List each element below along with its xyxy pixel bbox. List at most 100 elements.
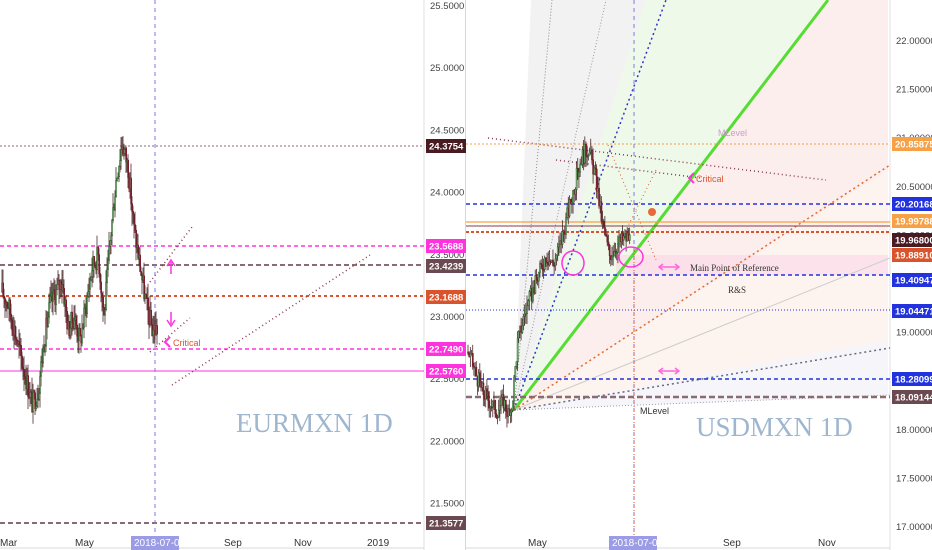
annotation-critical: Critical bbox=[696, 174, 724, 184]
candle bbox=[545, 257, 547, 263]
candle bbox=[38, 392, 41, 401]
highlight-ellipse[interactable] bbox=[618, 246, 644, 268]
candle bbox=[86, 296, 89, 314]
point-marker[interactable] bbox=[648, 208, 656, 216]
price-badge bbox=[426, 342, 466, 356]
candle bbox=[578, 171, 580, 178]
trend-line[interactable] bbox=[607, 144, 657, 261]
candle bbox=[487, 391, 489, 402]
candle bbox=[118, 165, 121, 177]
double-arrow-icon bbox=[657, 367, 681, 375]
annotation-main-point: Main Point of Reference bbox=[690, 263, 779, 273]
candle bbox=[538, 271, 540, 282]
candle bbox=[48, 302, 51, 318]
candle bbox=[499, 405, 501, 411]
price-badge bbox=[892, 233, 932, 247]
y-tick-label: 20.50000 bbox=[896, 182, 932, 193]
candle bbox=[9, 299, 11, 315]
candle bbox=[592, 159, 595, 175]
candle bbox=[535, 275, 538, 281]
candle bbox=[71, 311, 74, 324]
price-axis[interactable]: 25.5000 25.0000 24.5000 24.0000 23.5000 23.00… bbox=[430, 1, 464, 510]
candle bbox=[510, 409, 513, 413]
candle bbox=[496, 416, 499, 419]
candle bbox=[617, 243, 619, 253]
trend-line[interactable] bbox=[171, 254, 371, 386]
candle bbox=[75, 316, 78, 326]
highlight-ellipse[interactable] bbox=[561, 250, 585, 276]
eurmxn-chart-canvas[interactable]: EURMXN 1D Critical 25.5000 25.0000 24.5000… bbox=[0, 0, 466, 550]
trend-line[interactable] bbox=[149, 317, 191, 353]
price-badge bbox=[426, 139, 466, 153]
candle bbox=[62, 284, 65, 289]
price-badge-text: 20.85875 bbox=[895, 140, 932, 151]
double-arrow-icon bbox=[657, 263, 681, 271]
price-badge-text: 21.3577 bbox=[429, 519, 463, 530]
y-tick-label: 18.00000 bbox=[896, 425, 932, 436]
candle bbox=[55, 289, 58, 305]
candle bbox=[147, 297, 149, 311]
candle bbox=[40, 361, 43, 377]
trend-line[interactable] bbox=[487, 137, 827, 181]
eurmxn-chart-pane[interactable]: EURMXN 1D Critical 25.5000 25.0000 24.5000… bbox=[0, 0, 466, 550]
candle bbox=[495, 413, 498, 418]
candle bbox=[81, 327, 84, 344]
y-tick-label: 24.0000 bbox=[430, 188, 464, 199]
candle bbox=[56, 284, 59, 290]
candle bbox=[540, 263, 543, 266]
candle bbox=[127, 159, 130, 178]
x-label-nov: Nov bbox=[818, 538, 836, 549]
y-tick-label: 23.5000 bbox=[430, 250, 464, 261]
candle bbox=[558, 244, 560, 248]
candle bbox=[585, 143, 587, 157]
median-line[interactable] bbox=[512, 0, 830, 411]
candle bbox=[517, 330, 520, 339]
candle bbox=[102, 296, 105, 309]
candle bbox=[594, 167, 597, 170]
candle bbox=[87, 291, 90, 298]
candle bbox=[47, 316, 50, 328]
candle bbox=[91, 270, 94, 278]
candle bbox=[108, 246, 111, 261]
candle bbox=[526, 305, 528, 314]
candle bbox=[2, 282, 5, 297]
candle bbox=[107, 259, 110, 270]
fan-line[interactable] bbox=[513, 0, 607, 411]
candle bbox=[150, 310, 152, 325]
candle bbox=[3, 295, 6, 300]
candlestick-series bbox=[467, 136, 631, 428]
fan-zone bbox=[514, 0, 888, 410]
price-badge-text: 20.20168 bbox=[895, 200, 932, 211]
candle bbox=[579, 164, 582, 173]
x-label-may: May bbox=[528, 538, 547, 549]
y-tick-label: 22.5000 bbox=[430, 374, 464, 385]
candle bbox=[561, 231, 564, 245]
usdmxn-chart-canvas[interactable]: USDMXN 1D bbox=[466, 0, 932, 550]
candle bbox=[602, 220, 605, 228]
trend-line[interactable] bbox=[610, 169, 657, 261]
chevron-left-icon bbox=[687, 172, 695, 184]
candle bbox=[88, 288, 91, 292]
candle bbox=[475, 366, 478, 377]
candle bbox=[488, 400, 491, 409]
candle bbox=[587, 154, 590, 157]
price-badge bbox=[892, 248, 932, 262]
candle bbox=[614, 251, 617, 253]
candle bbox=[479, 372, 481, 382]
price-badge-text: 23.1688 bbox=[429, 293, 463, 304]
candle bbox=[494, 399, 497, 415]
candle bbox=[79, 328, 82, 337]
fan-line[interactable] bbox=[513, 257, 891, 411]
candle bbox=[123, 149, 126, 154]
candle bbox=[156, 325, 158, 335]
candle bbox=[593, 167, 596, 175]
candle bbox=[23, 369, 25, 378]
usdmxn-chart-pane[interactable]: USDMXN 1D bbox=[466, 0, 932, 550]
candle bbox=[69, 327, 72, 336]
candle bbox=[130, 177, 132, 205]
candle bbox=[133, 213, 135, 226]
candle bbox=[484, 388, 487, 400]
fan-line[interactable] bbox=[513, 347, 891, 411]
candle bbox=[569, 198, 572, 204]
candle bbox=[111, 219, 114, 237]
